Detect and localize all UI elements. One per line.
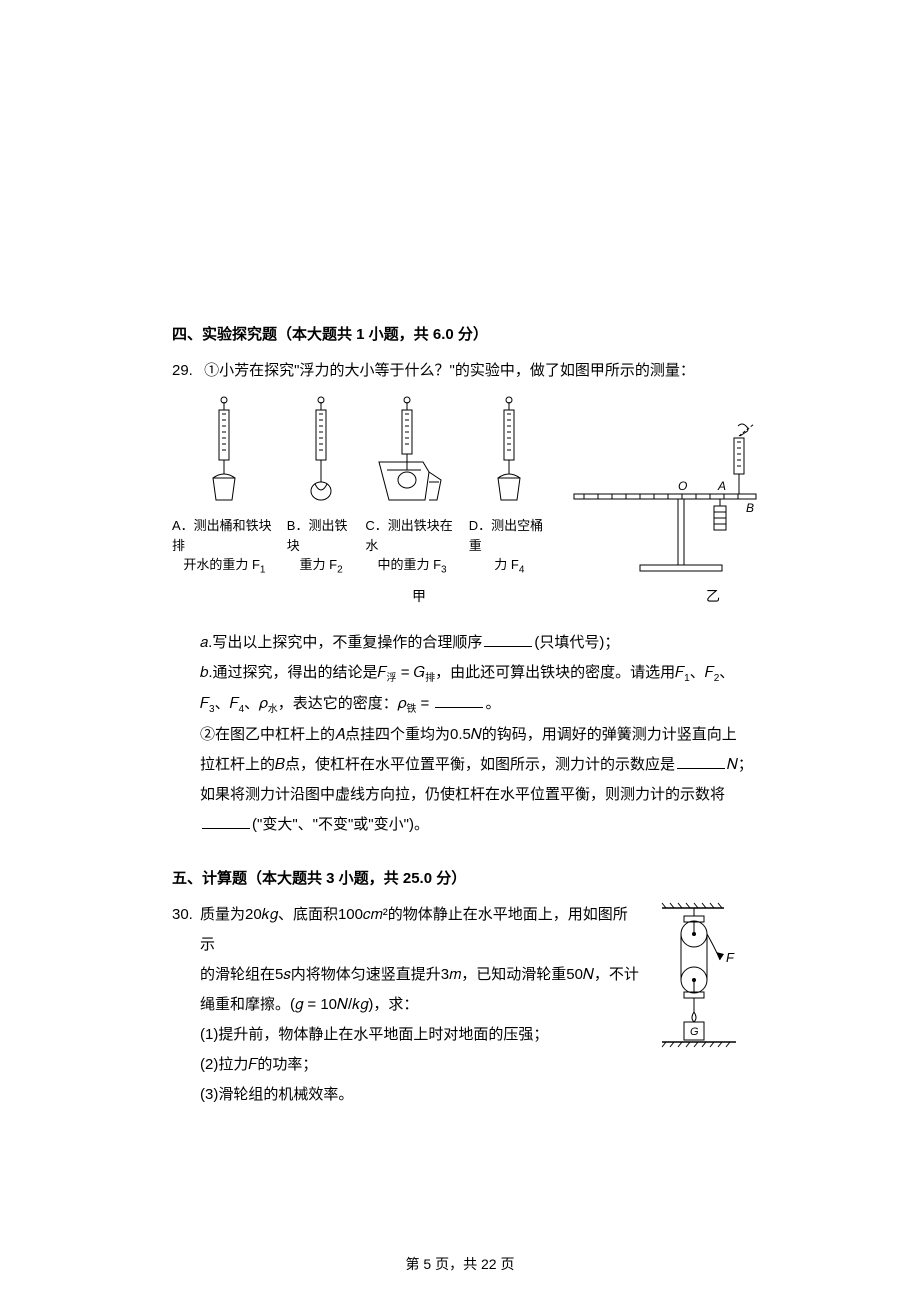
fig-D: D．测出空桶重 力 F4 [469, 396, 550, 578]
page-content: 四、实验探究题（本大题共 1 小题，共 6.0 分） 29. ①小芳在探究"浮力… [0, 0, 920, 1150]
footer-total: 22 [481, 1256, 497, 1272]
sub-iron: 铁 [406, 704, 416, 715]
spring-scale-bucket-icon [189, 396, 259, 516]
para-b-f2: 、𝐹 [690, 664, 714, 681]
question-29: 29. ①小芳在探究"浮力的大小等于什么？"的实验中，做了如图甲所示的测量： A… [172, 356, 760, 840]
para-b-f4: 、𝐹 [215, 695, 239, 712]
footer-pre: 第 [406, 1256, 424, 1272]
q29-caption-row: 甲 乙 [172, 582, 760, 610]
blank-b [435, 693, 483, 708]
para-a-post: (只填代号)； [534, 634, 619, 651]
label-jia: 甲 [412, 582, 426, 610]
blank-d [202, 814, 250, 829]
q30-l1: 质量为20𝑘𝑔、底面积100𝑐𝑚²的物体静止在水平地面上，用如图所示 [200, 900, 640, 960]
spring-scale-in-water-icon [367, 396, 457, 516]
para-b-f3: 𝐹 [200, 695, 209, 712]
section5-title: 五、计算题（本大题共 3 小题，共 25.0 分） [172, 864, 760, 894]
lever-apparatus-icon: O A B [570, 418, 760, 578]
fig-yi: O A B [570, 418, 760, 578]
svg-text:F: F [726, 950, 735, 965]
svg-text:A: A [717, 479, 726, 493]
para-b-pre: 𝑏.通过探究，得出的结论是𝐹 [200, 664, 387, 681]
sub3: 3 [441, 565, 447, 576]
q29-number: 29. [172, 356, 200, 386]
sub-fu: 浮 [387, 673, 397, 684]
sub2: 2 [337, 565, 343, 576]
sub-pai: 排 [425, 673, 435, 684]
q30-text: 质量为20𝑘𝑔、底面积100𝑐𝑚²的物体静止在水平地面上，用如图所示 的滑轮组在… [200, 900, 640, 1110]
q30-figure: F G [654, 900, 746, 1071]
capD2: 力 F [494, 557, 519, 572]
pulley-system-icon: F G [654, 900, 746, 1060]
capC1: C．测出铁块在水 [365, 518, 452, 553]
capC2: 中的重力 F [377, 557, 441, 572]
para-b-mid: ，由此还可算出铁块的密度。请选用𝐹 [435, 664, 684, 681]
para-b-eq: = 𝐺 [397, 664, 426, 681]
label-yi: 乙 [706, 582, 720, 610]
para-a-pre: 𝑎.写出以上探究中，不重复操作的合理顺序 [200, 634, 482, 651]
para2-l4-post: ("变大"、"不变"或"变小")。 [252, 816, 429, 833]
spring-scale-empty-bucket-icon [479, 396, 539, 516]
q29-line1: ①小芳在探究"浮力的大小等于什么？"的实验中，做了如图甲所示的测量： [204, 356, 754, 386]
q29-figure-row: A．测出桶和铁块排 开水的重力 F1 B．测出铁块 重力 F2 [172, 396, 760, 578]
para-b-eq2: = [416, 695, 433, 712]
para2-l2-pre: 拉杠杆上的𝐵点，使杠杆在水平位置平衡，如图所示，测力计的示数应是 [200, 756, 675, 773]
capA2: 开水的重力 F [183, 557, 260, 572]
section4-title: 四、实验探究题（本大题共 1 小题，共 6.0 分） [172, 320, 760, 350]
page-footer: 第 5 页，共 22 页 [0, 1254, 920, 1274]
q30-l4: (1)提升前，物体静止在水平地面上时对地面的压强； [200, 1020, 640, 1050]
q30-l5: (2)拉力𝐹的功率； [200, 1050, 640, 1080]
fig-C: C．测出铁块在水 中的重力 F3 [365, 396, 458, 578]
q30-l3: 绳重和摩擦。(𝑔 = 10𝑁/𝑘𝑔)，求： [200, 990, 640, 1020]
sub-f2b: 2 [714, 673, 720, 684]
footer-mid: 页，共 [431, 1256, 481, 1272]
q30-number: 30. [172, 900, 200, 930]
para2-l1: ②在图乙中杠杆上的𝐴点挂四个重均为0.5𝑁的钩码，用调好的弹簧测力计竖直向上 [200, 720, 760, 750]
capD1: D．测出空桶重 [469, 518, 543, 553]
svg-text:O: O [678, 479, 687, 493]
q29-body: 𝑎.写出以上探究中，不重复操作的合理顺序 (只填代号)； 𝑏.通过探究，得出的结论… [172, 628, 760, 840]
sub4: 4 [519, 565, 525, 576]
capB2: 重力 F [300, 557, 338, 572]
q30-l2: 的滑轮组在5𝑠内将物体匀速竖直提升3𝑚，已知动滑轮重50𝑁，不计 [200, 960, 640, 990]
sub1: 1 [260, 565, 266, 576]
sub-water: 水 [268, 704, 278, 715]
para-b-end: 。 [485, 695, 500, 712]
para-b-rho-mid: ，表达它的密度：𝜌 [278, 695, 407, 712]
fig-B: B．测出铁块 重力 F2 [287, 396, 356, 578]
svg-text:B: B [746, 501, 754, 515]
spring-scale-block-icon [291, 396, 351, 516]
footer-post: 页 [497, 1256, 515, 1272]
para2-l3: 如果将测力计沿图中虚线方向拉，仍使杠杆在水平位置平衡，则测力计的示数将 [200, 780, 760, 810]
capA1: A．测出桶和铁块排 [172, 518, 272, 553]
blank-c [677, 754, 725, 769]
q30-l6: (3)滑轮组的机械效率。 [200, 1080, 640, 1110]
para2-l2-post: 𝑁； [727, 756, 753, 773]
question-30: 30. 质量为20𝑘𝑔、底面积100𝑐𝑚²的物体静止在水平地面上，用如图所示 的… [172, 900, 760, 1110]
svg-text:G: G [690, 1026, 699, 1038]
capB1: B．测出铁块 [287, 518, 348, 553]
blank-a [484, 632, 532, 647]
fig-A: A．测出桶和铁块排 开水的重力 F1 [172, 396, 277, 578]
para-b-rho-pre: 、𝜌 [244, 695, 268, 712]
